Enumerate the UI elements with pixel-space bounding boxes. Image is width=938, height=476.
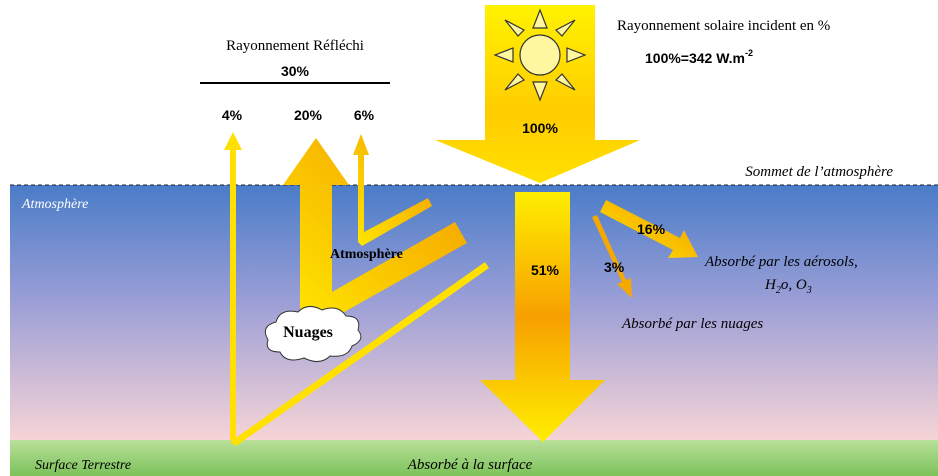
cloud-label: Nuages [283, 324, 333, 341]
reflected-total: 30% [281, 63, 310, 79]
surface-pct: 51% [531, 262, 560, 278]
reflected-part: 6% [354, 107, 375, 123]
background [10, 185, 938, 476]
cloud-pct: 3% [604, 259, 625, 275]
top-label: Sommet de l’atmosphère [745, 164, 893, 180]
atmosphere-label: Atmosphère [21, 197, 88, 212]
reflected-title: Rayonnement Réfléchi [226, 38, 364, 54]
surface-label: Surface Terrestre [35, 458, 131, 473]
sun-icon [495, 10, 585, 100]
surface-abs-text: Absorbé à la surface [407, 457, 533, 473]
atmosphere-band [10, 185, 938, 440]
reflected-part: 20% [294, 107, 323, 123]
unit: 100%=342 W.m [645, 50, 745, 66]
reflected-part: 4% [222, 107, 243, 123]
diagram: Rayonnement solaire incident en % 100%=3… [0, 0, 938, 476]
unit-exp: -2 [745, 48, 753, 58]
t: o, O [781, 277, 807, 293]
incident-title: Rayonnement solaire incident en % [617, 18, 830, 34]
t: 3 [806, 285, 812, 296]
aerosol-pct: 16% [637, 221, 666, 237]
atm-arrow-label: Atmosphère [330, 247, 403, 262]
cloud-abs-text: Absorbé par les nuages [621, 316, 763, 332]
incident-unit: 100%=342 W.m-2 [645, 48, 753, 66]
aerosol-text: Absorbé par les aérosols, [704, 254, 858, 270]
incident-total: 100% [522, 120, 558, 136]
